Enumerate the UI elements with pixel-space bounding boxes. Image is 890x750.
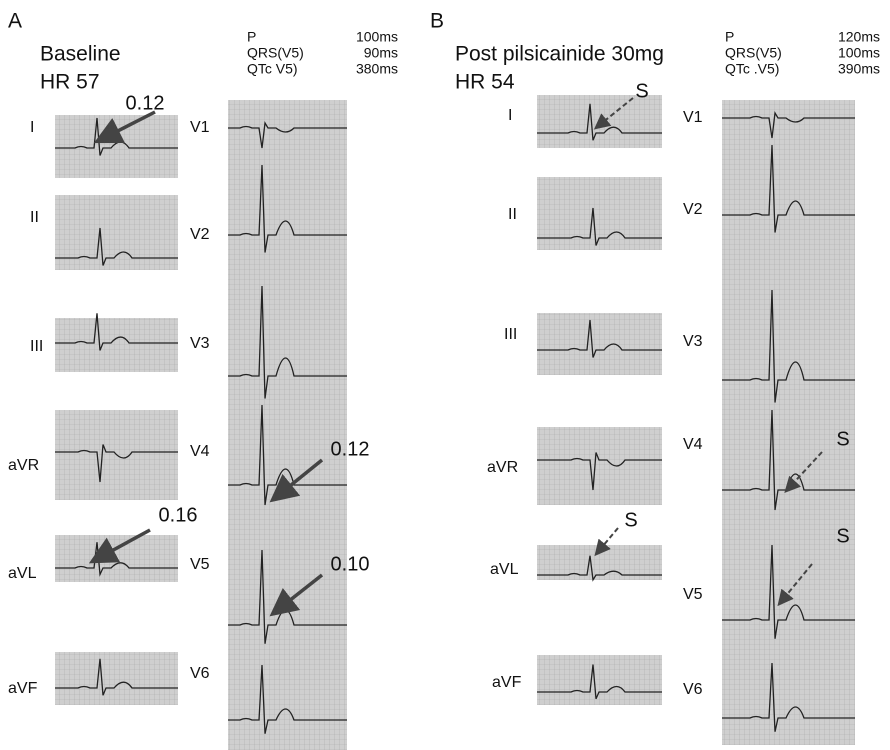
annotation: S	[624, 509, 637, 531]
lead-label: V5	[683, 586, 703, 603]
panel-label: A	[8, 10, 22, 33]
panel-title: Baseline	[40, 43, 121, 66]
annotation: 0.12	[331, 438, 370, 460]
measurement-value: 90ms	[364, 45, 398, 61]
ecg-trace	[537, 319, 662, 358]
ecg-grid	[722, 100, 855, 745]
ecg-trace	[722, 544, 855, 639]
heart-rate: HR 54	[455, 71, 515, 94]
ecg-trace	[55, 313, 178, 351]
measurement-value: 380ms	[356, 61, 398, 77]
lead-label: aVF	[492, 674, 522, 691]
measurement-value: 120ms	[838, 29, 880, 45]
lead-label: aVR	[8, 457, 39, 474]
annotation: S	[635, 80, 648, 102]
annotation: 0.10	[331, 553, 370, 575]
lead-label: I	[508, 107, 512, 124]
ecg-grid	[537, 655, 662, 705]
ecg-grid	[55, 318, 178, 372]
lead-label: aVF	[8, 680, 38, 697]
arrow	[269, 573, 324, 617]
arrow	[784, 451, 823, 493]
lead-label: V5	[190, 556, 210, 573]
arrow	[777, 563, 813, 607]
arrow	[269, 458, 324, 503]
lead-label: V2	[683, 201, 703, 218]
lead-label: V1	[190, 119, 210, 136]
measurement-value: 100ms	[356, 29, 398, 45]
lead-label: V3	[190, 335, 210, 352]
ecg-trace	[55, 444, 178, 483]
ecg-trace	[228, 404, 347, 506]
lead-label: I	[30, 119, 34, 136]
measurement-name: QTc V5)	[247, 61, 298, 77]
ecg-trace	[537, 664, 662, 700]
measurement-value: 390ms	[838, 61, 880, 77]
panel-label: B	[430, 10, 444, 33]
measurement-name: P	[247, 29, 256, 45]
lead-label: III	[504, 326, 517, 343]
ecg-grid	[537, 95, 662, 148]
lead-label: V6	[190, 665, 210, 682]
ecg-trace	[722, 289, 855, 403]
ecg-trace	[722, 111, 855, 139]
measurement-name: QRS(V5)	[725, 45, 782, 61]
ecg-grid	[55, 535, 178, 582]
lead-label: aVR	[487, 459, 518, 476]
ecg-trace	[537, 103, 662, 141]
lead-label: V3	[683, 333, 703, 350]
measurement-name: QRS(V5)	[247, 45, 304, 61]
ecg-grid	[55, 195, 178, 270]
lead-label: III	[30, 338, 43, 355]
ecg-grid	[55, 652, 178, 705]
lead-label: V6	[683, 681, 703, 698]
ecg-trace	[55, 227, 178, 266]
measurement-name: P	[725, 29, 734, 45]
ecg-trace	[228, 664, 347, 734]
heart-rate: HR 57	[40, 71, 100, 94]
annotation: S	[836, 525, 849, 547]
measurement-value: 100ms	[838, 45, 880, 61]
ecg-grid	[55, 115, 178, 178]
lead-label: aVL	[8, 565, 37, 582]
lead-label: V4	[190, 443, 210, 460]
ecg-grid	[537, 313, 662, 375]
ecg-trace	[722, 662, 855, 732]
panel-title: Post pilsicainide 30mg	[455, 43, 664, 66]
ecg-grid	[537, 427, 662, 505]
ecg-trace	[722, 144, 855, 233]
annotation: S	[836, 428, 849, 450]
lead-label: II	[508, 206, 517, 223]
lead-label: V1	[683, 109, 703, 126]
annotation: 0.16	[159, 504, 198, 526]
lead-label: II	[30, 209, 39, 226]
ecg-grid	[537, 177, 662, 250]
lead-label: V4	[683, 436, 703, 453]
lead-label: aVL	[490, 561, 519, 578]
arrow	[594, 527, 619, 557]
ecg-trace	[537, 452, 662, 491]
arrow	[93, 110, 156, 144]
ecg-trace	[228, 121, 347, 149]
ecg-trace	[537, 207, 662, 246]
measurement-name: QTc .V5)	[725, 61, 779, 77]
lead-label: V2	[190, 226, 210, 243]
ecg-trace	[55, 658, 178, 696]
ecg-trace	[228, 164, 347, 253]
ecg-grid	[228, 100, 347, 750]
arrow	[88, 528, 151, 564]
ecg-trace	[228, 285, 347, 399]
ecg-trace	[537, 555, 662, 582]
annotation: 0.12	[126, 92, 165, 114]
